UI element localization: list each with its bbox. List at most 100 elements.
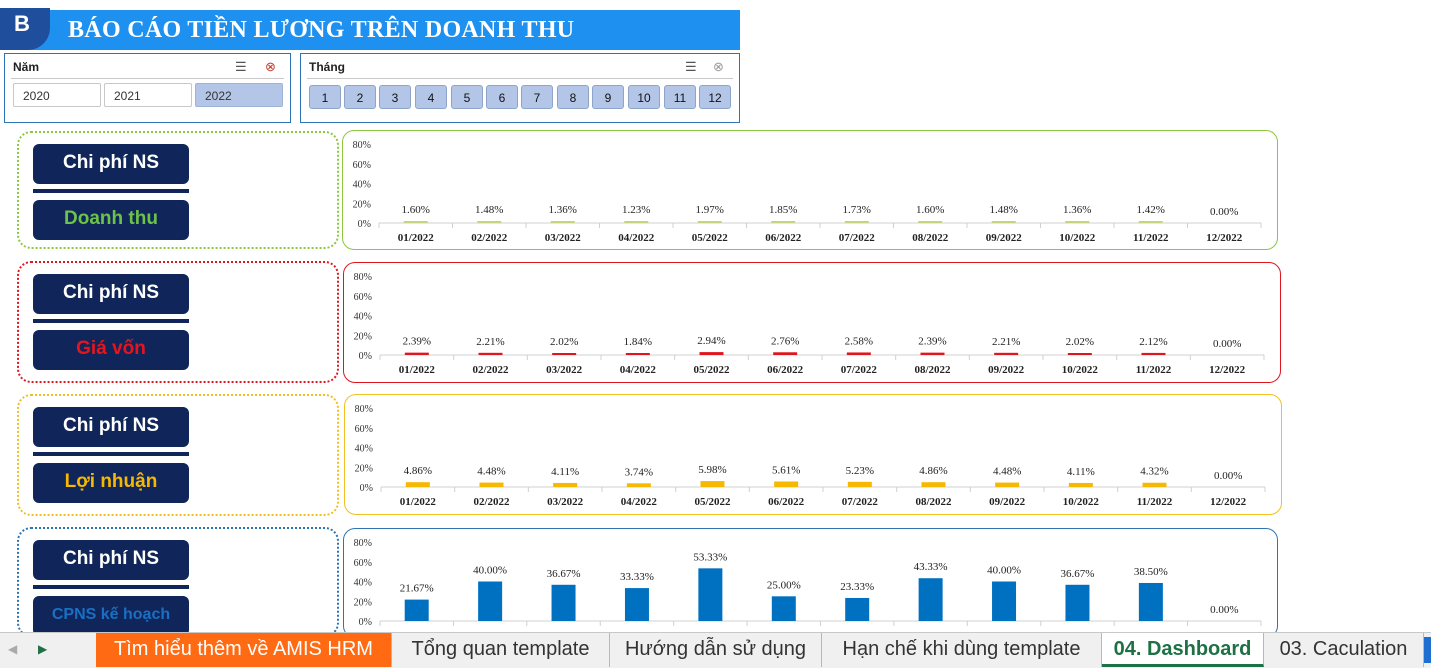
bar[interactable] [624, 221, 649, 223]
bar[interactable] [699, 352, 724, 355]
tab-overview[interactable]: Tổng quan template [392, 633, 610, 667]
year-item-2022[interactable]: 2022 [195, 83, 283, 107]
bar[interactable] [918, 221, 943, 223]
bar[interactable] [553, 482, 578, 487]
bar[interactable] [552, 353, 577, 355]
bar[interactable] [477, 221, 502, 223]
x-tick-label: 10/2022 [1062, 364, 1099, 376]
bar[interactable] [698, 568, 723, 621]
bar[interactable] [1065, 584, 1090, 621]
metric-numerator-button[interactable]: Chi phí NS [33, 407, 189, 447]
metric-denominator-button[interactable]: CPNS kế hoạch [33, 596, 189, 636]
month-item-9[interactable]: 9 [592, 85, 624, 109]
clear-filter-icon[interactable]: ⊗ [713, 59, 724, 74]
multi-select-icon[interactable]: ☰ [685, 59, 697, 74]
month-item-12[interactable]: 12 [699, 85, 731, 109]
metric-panel: Chi phí NS CPNS kế hoạch [17, 527, 339, 637]
bar[interactable] [404, 599, 429, 621]
sheet-tab-strip: ◀ ▶ Tìm hiểu thêm về AMIS HRM Tổng quan … [0, 632, 1431, 668]
x-tick-label: 10/2022 [1063, 496, 1100, 508]
scroll-right-icon[interactable]: ▶ [38, 642, 48, 656]
clear-filter-icon[interactable]: ⊗ [265, 59, 276, 74]
logo-badge: B [0, 8, 50, 50]
year-slicer[interactable]: Năm ☰ ⊗ 2020 2021 2022 [4, 53, 291, 123]
x-tick-label: 08/2022 [914, 364, 951, 376]
tab-limitations[interactable]: Hạn chế khi dùng template [822, 633, 1102, 667]
metric-denominator-button[interactable]: Doanh thu [33, 200, 189, 240]
bar[interactable] [700, 481, 725, 487]
metric-numerator-button[interactable]: Chi phí NS [33, 144, 189, 184]
month-item-8[interactable]: 8 [557, 85, 589, 109]
metric-numerator-button[interactable]: Chi phí NS [33, 274, 189, 314]
x-tick-label: 05/2022 [694, 496, 731, 508]
bar[interactable] [626, 483, 651, 487]
ratio-chart: 0% 20% 40% 60% 80% 2.39% 01/2022 2.21% 02/2022 2.… [343, 262, 1281, 383]
month-item-11[interactable]: 11 [664, 85, 696, 109]
bar[interactable] [1141, 352, 1166, 355]
bar[interactable] [918, 578, 943, 621]
data-label: 43.33% [914, 561, 948, 573]
month-slicer[interactable]: Tháng ☰ ⊗ 1 2 3 4 5 6 7 8 9 10 11 12 [300, 53, 740, 123]
month-item-1[interactable]: 1 [309, 85, 341, 109]
year-item-2021[interactable]: 2021 [104, 83, 192, 107]
bar[interactable] [1142, 482, 1167, 487]
bar[interactable] [478, 352, 503, 355]
month-item-2[interactable]: 2 [344, 85, 376, 109]
bar[interactable] [478, 581, 503, 622]
bar[interactable] [479, 482, 504, 487]
bar[interactable] [405, 482, 430, 487]
bar[interactable] [1138, 221, 1163, 223]
x-tick-label: 02/2022 [471, 232, 508, 244]
bar[interactable] [404, 352, 429, 355]
metric-denominator-button[interactable]: Lợi nhuận [33, 463, 189, 503]
bar[interactable] [995, 482, 1020, 487]
bar[interactable] [845, 597, 870, 621]
bar[interactable] [773, 352, 798, 355]
bar[interactable] [1065, 221, 1090, 223]
bar[interactable] [551, 584, 576, 621]
bar[interactable] [992, 581, 1017, 622]
data-label: 23.33% [840, 581, 874, 593]
report-title-bar: BÁO CÁO TIỀN LƯƠNG TRÊN DOANH THU [0, 10, 740, 50]
slicer-divider [11, 78, 284, 79]
month-item-7[interactable]: 7 [521, 85, 553, 109]
x-tick-label: 02/2022 [472, 364, 509, 376]
bar[interactable] [994, 352, 1019, 355]
month-item-4[interactable]: 4 [415, 85, 447, 109]
bar[interactable] [1067, 353, 1092, 355]
tab-dashboard[interactable]: 04. Dashboard [1102, 633, 1264, 667]
bar[interactable] [771, 596, 796, 621]
bar[interactable] [697, 221, 722, 223]
bar[interactable] [1068, 482, 1093, 487]
bar[interactable] [991, 221, 1016, 223]
data-label: 4.48% [993, 466, 1021, 478]
bar[interactable] [844, 221, 869, 223]
multi-select-icon[interactable]: ☰ [235, 59, 247, 74]
bar[interactable] [774, 481, 799, 487]
tab-calculation[interactable]: 03. Caculation [1264, 633, 1424, 667]
month-item-3[interactable]: 3 [379, 85, 411, 109]
tab-amis-hrm[interactable]: Tìm hiểu thêm về AMIS HRM [96, 633, 392, 667]
bar[interactable] [921, 482, 946, 487]
bar[interactable] [846, 352, 871, 355]
month-item-5[interactable]: 5 [451, 85, 483, 109]
x-tick-label: 04/2022 [621, 496, 658, 508]
metric-denominator-button[interactable]: Giá vốn [33, 330, 189, 370]
bar[interactable] [403, 221, 428, 223]
bar[interactable] [771, 221, 796, 223]
tab-user-guide[interactable]: Hướng dẫn sử dụng [610, 633, 822, 667]
data-label: 1.23% [622, 204, 650, 216]
month-item-10[interactable]: 10 [628, 85, 660, 109]
month-item-6[interactable]: 6 [486, 85, 518, 109]
bar[interactable] [847, 481, 872, 487]
data-label: 2.02% [1066, 336, 1094, 348]
x-tick-label: 12/2022 [1206, 232, 1243, 244]
year-item-2020[interactable]: 2020 [13, 83, 101, 107]
scroll-left-icon[interactable]: ◀ [8, 642, 18, 656]
bar[interactable] [920, 352, 945, 355]
metric-numerator-button[interactable]: Chi phí NS [33, 540, 189, 580]
bar[interactable] [624, 588, 649, 621]
bar[interactable] [1138, 582, 1163, 621]
bar[interactable] [625, 353, 650, 355]
bar[interactable] [550, 221, 575, 223]
